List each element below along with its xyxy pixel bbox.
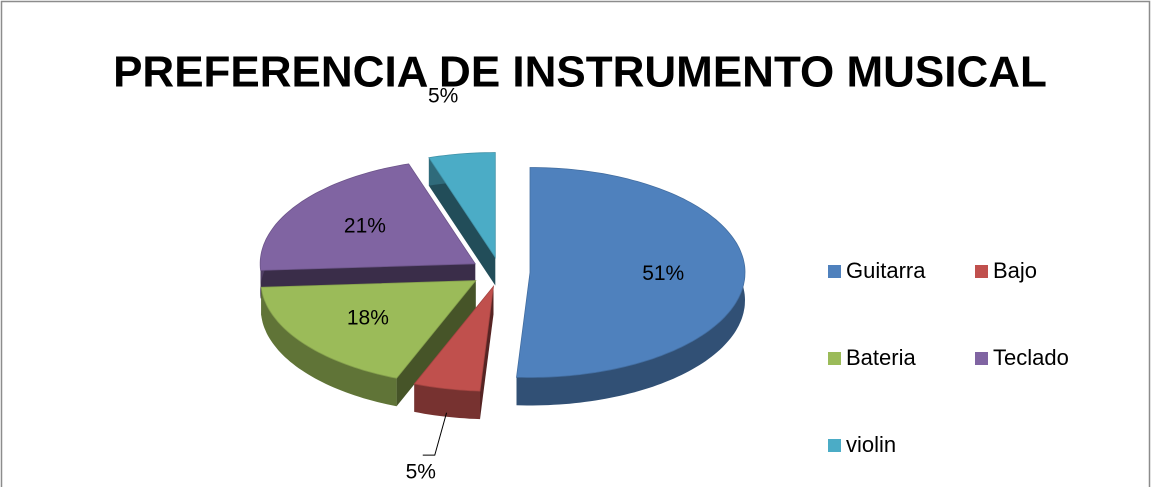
legend-label: Bateria bbox=[846, 345, 916, 370]
legend-label: Teclado bbox=[993, 345, 1069, 370]
slice bbox=[259, 163, 476, 271]
data-label: 21% bbox=[344, 215, 386, 238]
slice-side bbox=[414, 383, 480, 420]
legend-label: Guitarra bbox=[846, 258, 926, 283]
slice bbox=[260, 280, 477, 379]
data-label: 5% bbox=[406, 461, 436, 484]
data-label: 51% bbox=[642, 262, 684, 285]
chart-title: PREFERENCIA DE INSTRUMENTO MUSICAL bbox=[113, 48, 1047, 97]
slice bbox=[413, 284, 495, 392]
legend-label: violin bbox=[846, 432, 896, 457]
slice bbox=[428, 152, 496, 259]
legend-swatch bbox=[828, 439, 841, 452]
legend-label: Bajo bbox=[993, 258, 1037, 283]
slice-side bbox=[480, 286, 494, 420]
data-label: 18% bbox=[347, 306, 389, 329]
slice bbox=[516, 167, 746, 378]
legend-swatch bbox=[975, 352, 988, 365]
legend-swatch bbox=[828, 352, 841, 365]
slice-side bbox=[261, 287, 397, 407]
data-label: 5% bbox=[428, 84, 458, 107]
leader-line bbox=[422, 412, 448, 456]
legend-swatch bbox=[828, 265, 841, 278]
legend-swatch bbox=[975, 265, 988, 278]
slice-side bbox=[396, 280, 476, 407]
slice-side bbox=[428, 157, 496, 286]
